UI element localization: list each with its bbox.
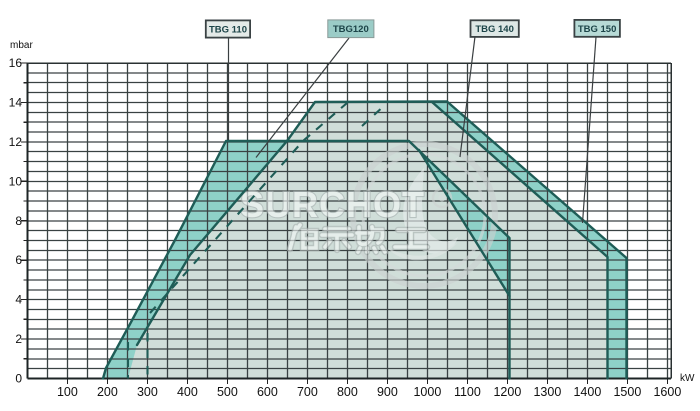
svg-text:1000: 1000 xyxy=(413,385,441,399)
svg-text:1200: 1200 xyxy=(493,385,521,399)
svg-text:TBG 110: TBG 110 xyxy=(209,25,247,36)
svg-text:TBG 150: TBG 150 xyxy=(578,24,617,35)
svg-text:600: 600 xyxy=(257,385,278,399)
svg-text:SURCHOT: SURCHOT xyxy=(240,184,425,225)
svg-text:800: 800 xyxy=(337,385,358,399)
svg-text:1100: 1100 xyxy=(454,385,481,399)
svg-text:6: 6 xyxy=(15,253,22,267)
svg-text:2: 2 xyxy=(15,332,22,346)
svg-text:1300: 1300 xyxy=(533,385,561,399)
svg-text:300: 300 xyxy=(137,385,158,399)
svg-text:1500: 1500 xyxy=(613,385,641,399)
svg-text:TBG120: TBG120 xyxy=(333,24,369,35)
svg-text:kW: kW xyxy=(680,373,695,384)
svg-text:1400: 1400 xyxy=(573,385,601,399)
svg-text:0: 0 xyxy=(15,372,22,386)
svg-text:700: 700 xyxy=(297,385,318,399)
svg-text:16: 16 xyxy=(9,56,23,70)
svg-text:8: 8 xyxy=(15,214,22,228)
svg-text:100: 100 xyxy=(57,385,78,399)
svg-text:4: 4 xyxy=(15,293,22,307)
svg-text:200: 200 xyxy=(97,385,118,399)
svg-text:TBG 140: TBG 140 xyxy=(475,24,514,35)
svg-text:1600: 1600 xyxy=(653,385,681,399)
svg-text:10: 10 xyxy=(9,174,23,188)
svg-text:14: 14 xyxy=(9,95,23,109)
svg-text:900: 900 xyxy=(377,385,398,399)
svg-text:12: 12 xyxy=(9,135,23,149)
svg-text:500: 500 xyxy=(217,385,238,399)
svg-text:400: 400 xyxy=(177,385,198,399)
svg-text:mbar: mbar xyxy=(10,40,33,51)
